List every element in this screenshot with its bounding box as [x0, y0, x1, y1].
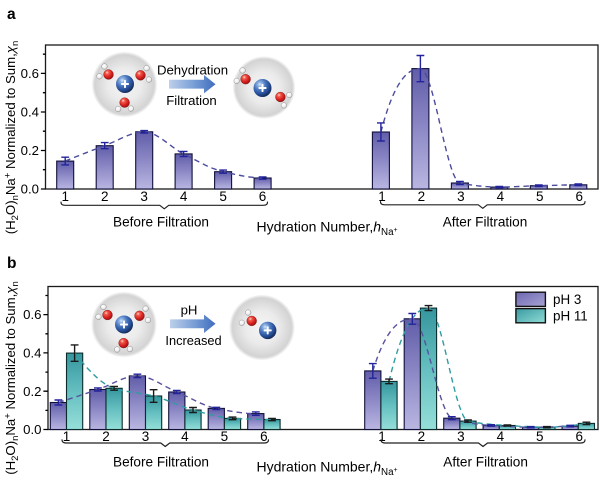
- svg-text:2: 2: [418, 189, 426, 204]
- svg-text:0.6: 0.6: [23, 307, 41, 322]
- svg-text:Hydration Number,hNa+: Hydration Number,hNa+: [257, 458, 398, 478]
- svg-text:2: 2: [102, 429, 110, 444]
- svg-text:6: 6: [260, 429, 268, 444]
- svg-text:pH 11: pH 11: [553, 309, 588, 324]
- svg-text:Increased: Increased: [165, 333, 221, 348]
- svg-text:1: 1: [378, 189, 386, 204]
- svg-text:(H2O)nNa+ Normalized to Sum,χn: (H2O)nNa+ Normalized to Sum,χn: [3, 281, 21, 475]
- svg-text:After Filtration: After Filtration: [443, 214, 528, 229]
- svg-text:Before Filtration: Before Filtration: [113, 454, 209, 469]
- svg-text:6: 6: [576, 429, 584, 444]
- svg-text:4: 4: [497, 429, 505, 444]
- svg-text:0.4: 0.4: [21, 105, 39, 120]
- svg-text:1: 1: [63, 429, 71, 444]
- svg-text:Filtration: Filtration: [166, 93, 217, 108]
- svg-text:0.4: 0.4: [23, 346, 41, 361]
- svg-text:pH 3: pH 3: [553, 292, 581, 307]
- svg-text:b: b: [7, 255, 16, 272]
- svg-text:4: 4: [497, 189, 505, 204]
- svg-text:4: 4: [180, 189, 188, 204]
- svg-text:2: 2: [101, 189, 109, 204]
- svg-text:Dehydration: Dehydration: [157, 62, 228, 77]
- svg-text:5: 5: [221, 429, 229, 444]
- svg-text:3: 3: [140, 189, 148, 204]
- svg-text:5: 5: [536, 429, 544, 444]
- svg-text:3: 3: [457, 429, 465, 444]
- svg-text:a: a: [7, 6, 16, 23]
- svg-text:4: 4: [181, 429, 189, 444]
- svg-text:0.6: 0.6: [21, 66, 39, 81]
- svg-text:2: 2: [418, 429, 426, 444]
- svg-text:0.2: 0.2: [21, 143, 39, 158]
- svg-text:After Filtration: After Filtration: [443, 454, 528, 469]
- svg-text:5: 5: [219, 189, 227, 204]
- svg-text:3: 3: [142, 429, 150, 444]
- svg-text:1: 1: [378, 429, 386, 444]
- svg-text:6: 6: [576, 189, 584, 204]
- svg-text:5: 5: [536, 189, 544, 204]
- svg-text:0.0: 0.0: [21, 182, 39, 197]
- svg-text:1: 1: [61, 189, 69, 204]
- svg-text:(H2O)nNa+ Normalized to Sum,χn: (H2O)nNa+ Normalized to Sum,χn: [3, 41, 21, 235]
- svg-text:0.0: 0.0: [23, 422, 41, 437]
- svg-text:Hydration Number,hNa+: Hydration Number,hNa+: [257, 219, 398, 239]
- svg-text:Before Filtration: Before Filtration: [113, 214, 209, 229]
- svg-text:3: 3: [457, 189, 465, 204]
- svg-text:6: 6: [259, 189, 267, 204]
- svg-text:0.2: 0.2: [23, 384, 41, 399]
- svg-text:pH: pH: [181, 302, 198, 317]
